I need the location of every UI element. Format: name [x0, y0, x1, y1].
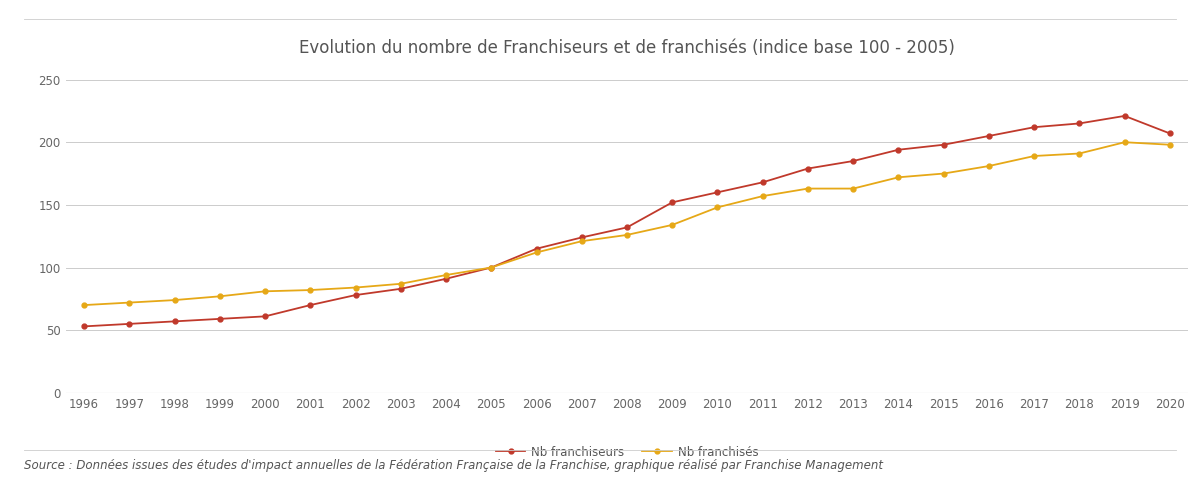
Title: Evolution du nombre de Franchiseurs et de franchisés (indice base 100 - 2005): Evolution du nombre de Franchiseurs et d…	[299, 39, 955, 57]
Nb franchiseurs	[167, 319, 181, 324]
Text: Source : Données issues des études d'impact annuelles de la Fédération Française: Source : Données issues des études d'imp…	[24, 459, 883, 472]
Nb franchiseurs	[77, 323, 91, 329]
Nb franchisés	[1027, 153, 1042, 159]
Nb franchiseurs	[348, 292, 362, 298]
Nb franchiseurs	[620, 225, 635, 230]
Nb franchisés	[665, 222, 679, 228]
Nb franchiseurs	[394, 286, 408, 292]
Nb franchiseurs	[665, 199, 679, 205]
Line: Nb franchiseurs: Nb franchiseurs	[82, 114, 1172, 329]
Nb franchisés	[620, 232, 635, 238]
Legend: Nb franchiseurs, Nb franchisés: Nb franchiseurs, Nb franchisés	[491, 441, 763, 464]
Nb franchiseurs	[1073, 121, 1087, 126]
Nb franchiseurs	[1027, 125, 1042, 130]
Nb franchisés	[122, 300, 137, 306]
Nb franchiseurs	[710, 190, 725, 195]
Nb franchisés	[1117, 139, 1132, 145]
Nb franchisés	[575, 239, 589, 244]
Nb franchiseurs	[304, 302, 318, 308]
Nb franchiseurs	[800, 166, 815, 171]
Nb franchisés	[756, 193, 770, 199]
Nb franchiseurs	[529, 246, 544, 251]
Nb franchiseurs	[212, 316, 227, 322]
Nb franchiseurs	[756, 180, 770, 185]
Nb franchisés	[212, 294, 227, 299]
Nb franchiseurs	[1163, 131, 1177, 137]
Nb franchisés	[529, 250, 544, 255]
Nb franchiseurs	[575, 235, 589, 240]
Nb franchisés	[1163, 142, 1177, 148]
Nb franchisés	[484, 264, 498, 270]
Nb franchiseurs	[936, 142, 950, 148]
Nb franchisés	[1073, 150, 1087, 156]
Nb franchisés	[348, 285, 362, 290]
Line: Nb franchisés: Nb franchisés	[82, 140, 1172, 308]
Nb franchisés	[892, 174, 906, 180]
Nb franchiseurs	[892, 147, 906, 153]
Nb franchiseurs	[122, 321, 137, 327]
Nb franchisés	[77, 302, 91, 308]
Nb franchiseurs	[439, 276, 454, 282]
Nb franchisés	[394, 281, 408, 286]
Nb franchiseurs	[1117, 113, 1132, 119]
Nb franchiseurs	[258, 313, 272, 319]
Nb franchisés	[167, 297, 181, 303]
Nb franchiseurs	[484, 264, 498, 270]
Nb franchisés	[982, 163, 996, 169]
Nb franchisés	[846, 186, 860, 192]
Nb franchiseurs	[982, 133, 996, 139]
Nb franchisés	[258, 288, 272, 294]
Nb franchisés	[800, 186, 815, 192]
Nb franchisés	[439, 272, 454, 278]
Nb franchisés	[936, 171, 950, 176]
Nb franchisés	[710, 205, 725, 210]
Nb franchiseurs	[846, 158, 860, 164]
Nb franchisés	[304, 287, 318, 293]
